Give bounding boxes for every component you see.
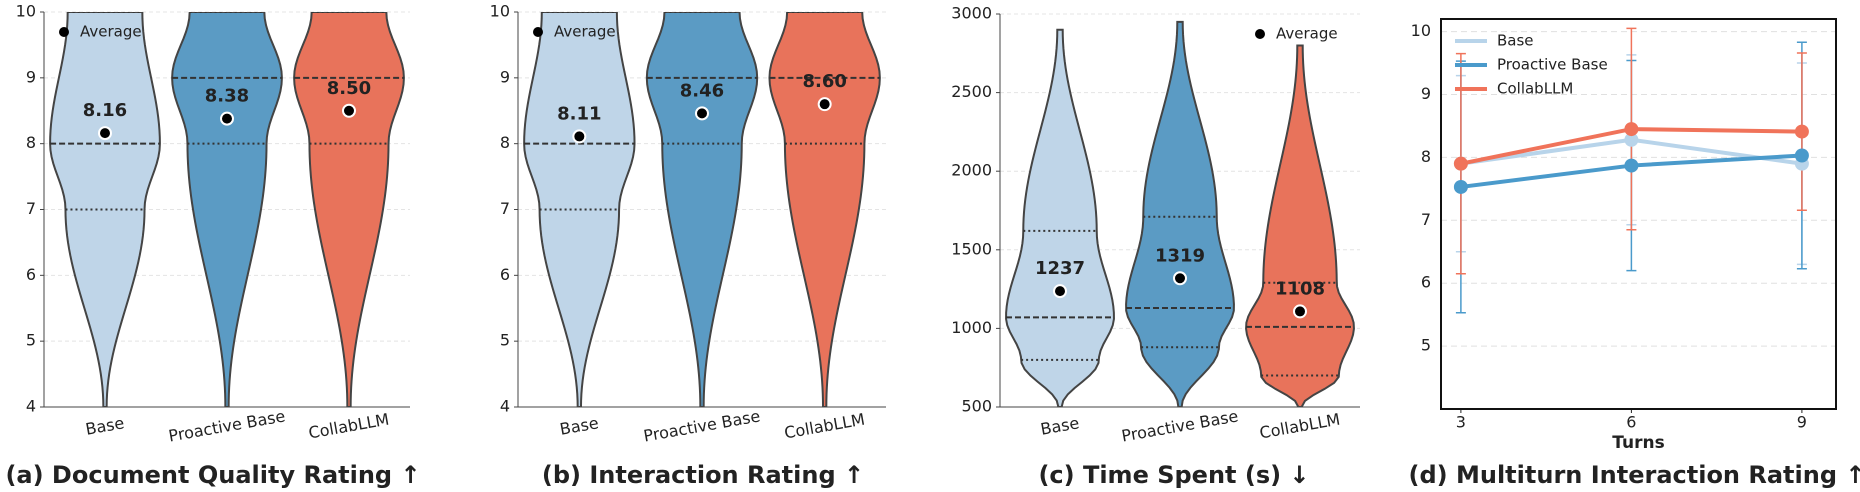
- legend-dot: [59, 27, 69, 37]
- mean-dot: [817, 97, 832, 112]
- y-tick-label: 9: [1421, 84, 1431, 103]
- violin-chart: 500 1000 1500 2000 2500 3000 1237 Base 1319 Proac…: [951, 4, 1360, 489]
- mean-dot: [98, 126, 112, 141]
- line-chart: 5 6 7 8 9 10 3 6 9 Turns Base Proactive Base CollabL…: [1409, 18, 1860, 489]
- y-tick-label: 1500: [951, 239, 992, 258]
- y-tick-label: 500: [961, 397, 992, 416]
- chart-title: (c) Time Spent (s) ↓: [1038, 461, 1309, 489]
- mean-label: 1319: [1155, 245, 1205, 266]
- mean-dot: [1293, 304, 1307, 319]
- mean-label: 8.46: [680, 80, 724, 101]
- x-tick-label: 9: [1797, 413, 1807, 432]
- x-tick-label: Proactive Base: [1120, 406, 1240, 445]
- point: [1624, 132, 1639, 147]
- y-tick-label: 7: [26, 199, 36, 218]
- legend-dot: [533, 27, 543, 37]
- x-axis-label: Turns: [1612, 433, 1664, 453]
- x-tick-label: 3: [1456, 413, 1466, 432]
- y-tick-label: 6: [500, 265, 510, 284]
- x-tick-label: CollabLLM: [783, 410, 867, 443]
- y-tick-label: 5: [26, 331, 36, 350]
- point: [1624, 122, 1639, 137]
- chart-title: (a) Document Quality Rating ↑: [5, 461, 420, 489]
- mean-label: 8.16: [83, 100, 127, 121]
- mean-dot: [342, 103, 356, 118]
- violin-body: [1125, 20, 1235, 407]
- y-tick-label: 8: [500, 133, 510, 152]
- y-tick-label: 9: [26, 67, 36, 86]
- x-tick-label: Base: [558, 413, 600, 438]
- violin-chart: 4 5 6 7 8 9 10 8.16 Base 8.38 Proactive Base 8.50 Co…: [5, 2, 420, 490]
- mean-dot: [220, 111, 234, 126]
- y-tick-label: 2500: [951, 82, 992, 101]
- y-tick-label: 2000: [951, 161, 992, 180]
- legend-dot: [1255, 29, 1265, 39]
- y-tick-label: 7: [500, 199, 510, 218]
- point: [1794, 124, 1809, 139]
- mean-label: 8.50: [327, 78, 371, 99]
- y-tick-label: 10: [1411, 21, 1431, 40]
- violin-body: [171, 12, 283, 407]
- legend-label: Proactive Base: [1497, 56, 1608, 74]
- mean-dot: [1053, 284, 1067, 299]
- legend-label: Average: [80, 23, 142, 41]
- y-tick-label: 1000: [951, 318, 992, 337]
- y-tick-label: 3000: [951, 4, 992, 23]
- legend-label: Average: [1276, 25, 1338, 43]
- y-tick-label: 4: [26, 397, 36, 416]
- y-tick-label: 7: [1421, 210, 1431, 229]
- mean-label: 1237: [1035, 258, 1085, 279]
- y-tick-label: 6: [26, 265, 36, 284]
- point: [1453, 179, 1468, 194]
- point: [1794, 148, 1809, 163]
- mean-label: 8.60: [802, 71, 846, 92]
- plot-frame: [1440, 18, 1837, 410]
- y-tick-label: 9: [500, 67, 510, 86]
- point: [1624, 158, 1639, 173]
- violin-body: [293, 12, 405, 407]
- y-tick-label: 4: [500, 397, 510, 416]
- y-tick-label: 6: [1421, 273, 1431, 292]
- y-tick-label: 8: [26, 133, 36, 152]
- legend-label: Base: [1497, 32, 1534, 50]
- mean-label: 1108: [1275, 278, 1325, 299]
- legend-label: Average: [554, 23, 616, 41]
- point: [1453, 156, 1468, 171]
- mean-dot: [572, 129, 587, 144]
- violin-body: [49, 12, 161, 407]
- x-tick-label: 6: [1626, 413, 1636, 432]
- x-tick-label: Proactive Base: [167, 406, 287, 445]
- y-tick-label: 8: [1421, 147, 1431, 166]
- x-tick-label: Proactive Base: [642, 406, 762, 445]
- mean-label: 8.38: [205, 86, 249, 107]
- x-tick-label: Base: [1039, 413, 1081, 438]
- mean-label: 8.11: [557, 103, 601, 124]
- violin-body: [523, 12, 636, 407]
- violin-body: [1005, 28, 1115, 407]
- chart-title: (d) Multiturn Interaction Rating ↑: [1409, 461, 1860, 489]
- violin-body: [645, 12, 759, 407]
- x-tick-label: CollabLLM: [1258, 410, 1342, 443]
- mean-dot: [695, 106, 709, 121]
- chart-title: (b) Interaction Rating ↑: [542, 461, 864, 489]
- violin-chart: 4 5 6 7 8 9 10 8.11 Base 8.46 Proactive Base 8.60 Co…: [490, 2, 886, 489]
- y-tick-label: 10: [16, 2, 36, 21]
- violin-body: [1245, 44, 1355, 407]
- legend-label: CollabLLM: [1497, 80, 1573, 98]
- x-tick-label: Base: [84, 413, 126, 438]
- mean-dot: [1173, 271, 1187, 286]
- y-tick-label: 10: [490, 2, 510, 21]
- violin-body: [768, 12, 881, 407]
- y-tick-label: 5: [500, 331, 510, 350]
- x-tick-label: CollabLLM: [307, 410, 391, 443]
- y-tick-label: 5: [1421, 336, 1431, 355]
